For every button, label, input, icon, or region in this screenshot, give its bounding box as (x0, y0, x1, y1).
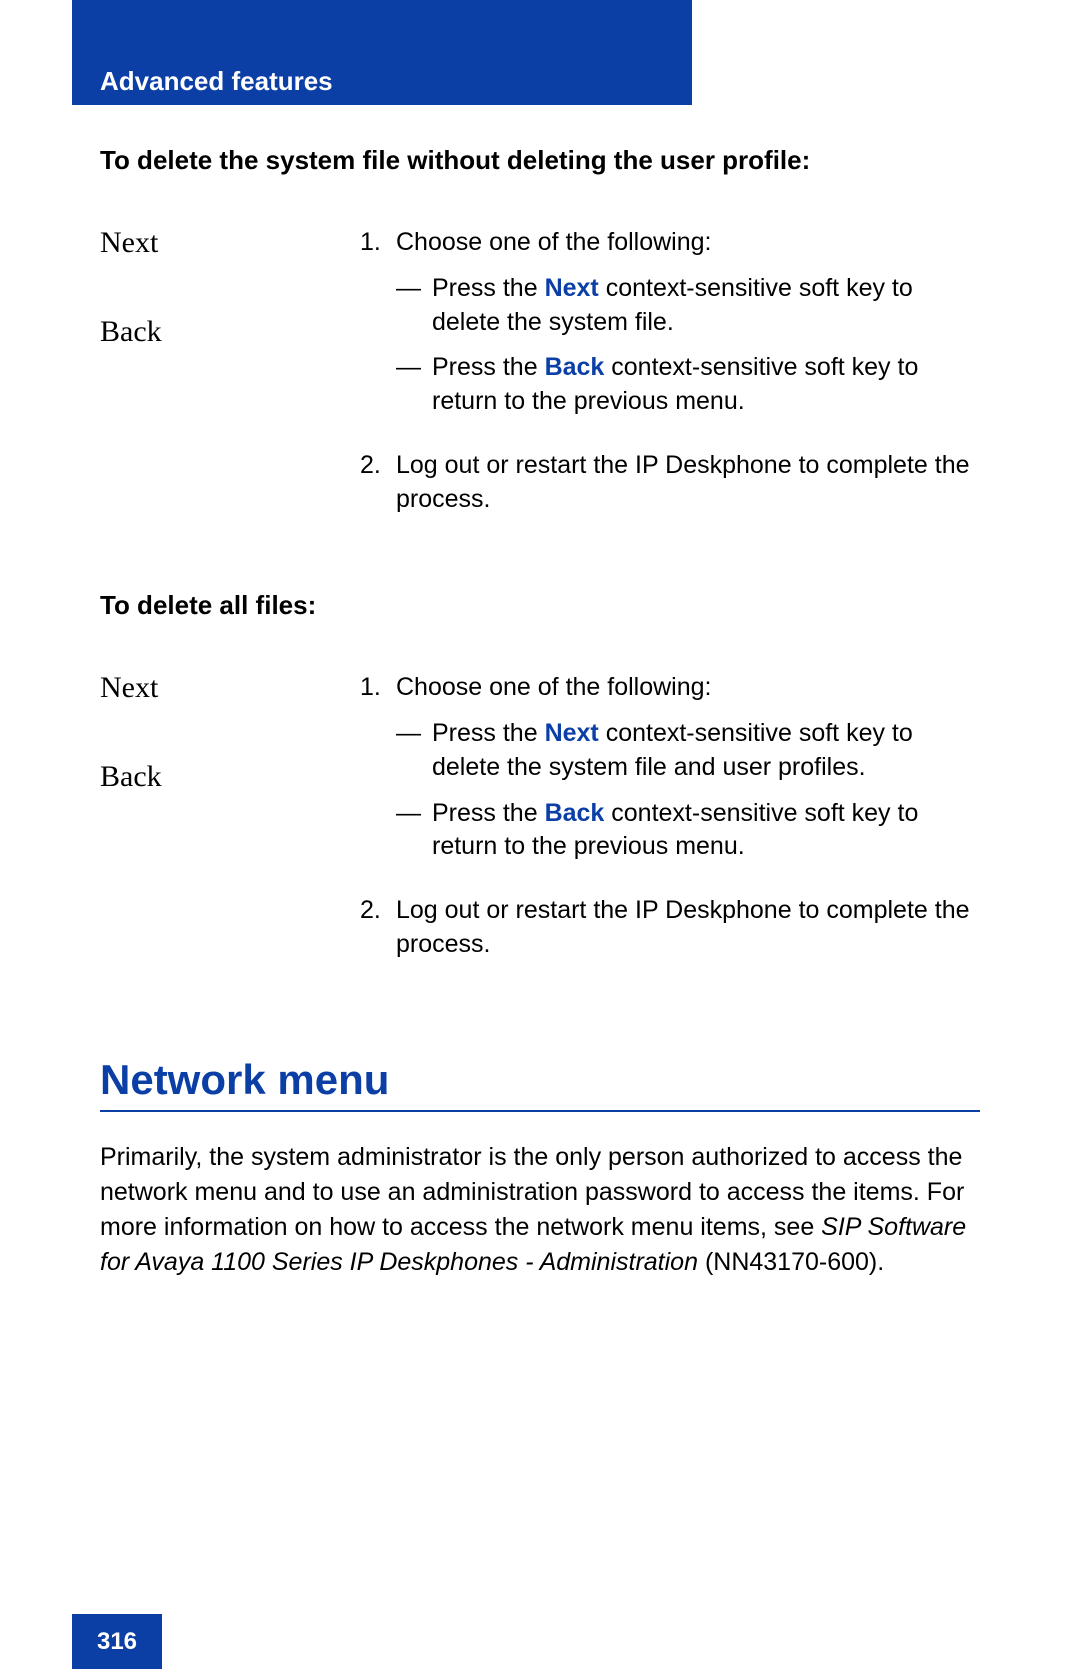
steps-column: 1. Choose one of the following: — Press … (360, 671, 980, 985)
keyword-back: Back (545, 353, 605, 381)
page-number: 316 (72, 1614, 162, 1669)
softkey-next: Next (100, 671, 360, 704)
step2-text: Log out or restart the IP Deskphone to c… (396, 894, 980, 962)
text: Press the (432, 353, 545, 381)
section2-body: Next Back 1. Choose one of the following… (100, 671, 980, 985)
text: Press the (432, 719, 545, 747)
header-label: Advanced features (100, 66, 333, 97)
step-2: 2. Log out or restart the IP Deskphone t… (360, 449, 980, 517)
document-page: Advanced features To delete the system f… (0, 0, 1080, 1669)
keyword-next: Next (545, 719, 599, 747)
step-2: 2. Log out or restart the IP Deskphone t… (360, 894, 980, 962)
text: (NN43170-600). (698, 1248, 884, 1276)
network-paragraph: Primarily, the system administrator is t… (100, 1140, 980, 1280)
heading-rule (100, 1110, 980, 1112)
text: Press the (432, 799, 545, 827)
step-number: 2. (360, 449, 396, 517)
softkey-back: Back (100, 760, 360, 793)
softkey-next: Next (100, 226, 360, 259)
step-1: 1. Choose one of the following: — Press … (360, 671, 980, 864)
step1-lead: Choose one of the following: (396, 673, 712, 701)
page-content: To delete the system file without deleti… (100, 145, 980, 1280)
keyword-back: Back (545, 799, 605, 827)
text: Press the (432, 274, 545, 302)
dash-icon: — (396, 351, 432, 419)
network-heading: Network menu (100, 1056, 980, 1104)
substep-b: — Press the Back context-sensitive soft … (396, 351, 980, 419)
step2-text: Log out or restart the IP Deskphone to c… (396, 449, 980, 517)
step-number: 1. (360, 226, 396, 419)
step-number: 1. (360, 671, 396, 864)
keyword-next: Next (545, 274, 599, 302)
section2-title: To delete all files: (100, 590, 980, 621)
softkey-column: Next Back (100, 671, 360, 985)
substep-a: — Press the Next context-sensitive soft … (396, 272, 980, 340)
substep-a: — Press the Next context-sensitive soft … (396, 717, 980, 785)
dash-icon: — (396, 272, 432, 340)
steps-column: 1. Choose one of the following: — Press … (360, 226, 980, 540)
step1-lead: Choose one of the following: (396, 228, 712, 256)
dash-icon: — (396, 797, 432, 865)
step-1: 1. Choose one of the following: — Press … (360, 226, 980, 419)
section1-title: To delete the system file without deleti… (100, 145, 980, 176)
softkey-column: Next Back (100, 226, 360, 540)
dash-icon: — (396, 717, 432, 785)
step-number: 2. (360, 894, 396, 962)
section1-body: Next Back 1. Choose one of the following… (100, 226, 980, 540)
softkey-back: Back (100, 315, 360, 348)
substep-b: — Press the Back context-sensitive soft … (396, 797, 980, 865)
